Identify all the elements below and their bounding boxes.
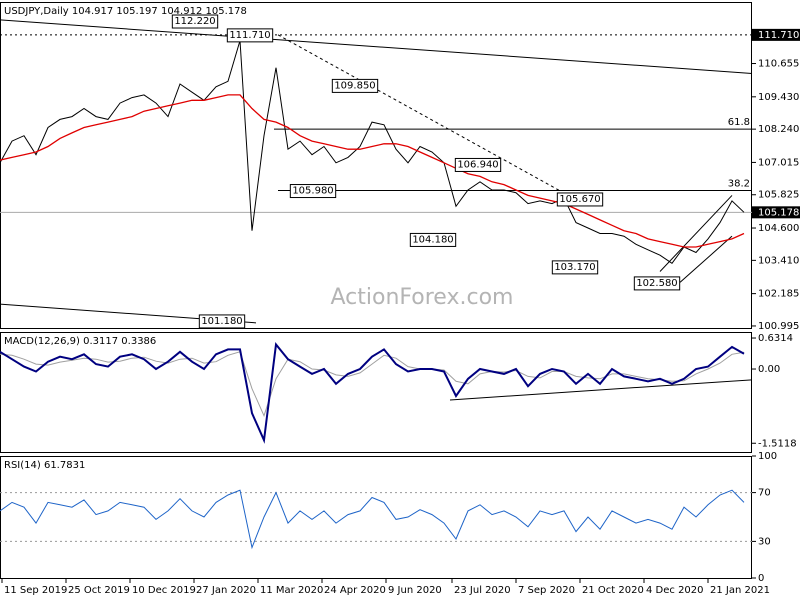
annotation-label: 105.980 [292, 186, 333, 197]
panel-frame [0, 2, 752, 329]
annotation-label: 105.670 [559, 194, 600, 205]
y-tick-label: 105.825 [758, 190, 799, 201]
y-tick-label: -1.5118 [758, 438, 797, 449]
price-tag-label: 111.710 [758, 30, 799, 41]
level-label: 61.8 [728, 117, 750, 128]
price-tag [752, 206, 800, 219]
x-tick-label: 9 Jun 2020 [388, 585, 442, 596]
x-tick-label: 23 Jul 2020 [454, 585, 511, 596]
y-tick-label: 102.185 [758, 289, 799, 300]
price-annotation: 103.170 [551, 260, 599, 275]
x-tick-label: 27 Jan 2020 [196, 585, 256, 596]
price-tag-label: 105.178 [758, 207, 799, 218]
annotation-box [331, 78, 379, 93]
annotation-box [171, 14, 219, 29]
y-tick-label: 0.00 [758, 364, 780, 375]
price-annotation: 101.180 [198, 314, 246, 329]
y-tick-label: 30 [758, 536, 771, 547]
x-tick-label: 11 Mar 2020 [260, 585, 323, 596]
annotation-label: 102.580 [636, 278, 677, 289]
annotation-label: 106.940 [457, 159, 498, 170]
annotation-label: 101.180 [201, 316, 242, 327]
y-tick-label: 107.015 [758, 157, 799, 168]
price-annotation: 104.180 [409, 232, 457, 247]
y-tick-label: 110.655 [758, 59, 799, 70]
annotation-label: 104.180 [412, 234, 453, 245]
price-annotation: 105.980 [289, 184, 337, 199]
series-line [0, 342, 745, 444]
price-annotation: 112.220 [171, 14, 219, 29]
price-annotation: 102.580 [633, 276, 681, 291]
series-line [0, 94, 745, 248]
y-tick-label: 100.995 [758, 321, 799, 332]
panel-frame [0, 332, 752, 453]
annotation-box [454, 157, 502, 172]
series-line [0, 40, 745, 264]
annotation-label: 112.220 [174, 16, 215, 27]
trend-line [679, 235, 733, 283]
annotation-box [409, 232, 457, 247]
price-tag [752, 28, 800, 41]
watermark: ActionForex.com [331, 285, 514, 310]
y-tick-label: 103.410 [758, 255, 799, 266]
y-tick-label: 109.430 [758, 92, 799, 103]
price-annotation: 111.710 [226, 28, 274, 43]
annotation-box [198, 314, 246, 329]
panel-title: RSI(14) 61.7831 [4, 460, 85, 471]
y-tick-label: 70 [758, 488, 771, 499]
x-tick-label: 10 Dec 2019 [132, 585, 196, 596]
price-annotation: 109.850 [331, 78, 379, 93]
x-tick-label: 21 Jan 2021 [710, 585, 770, 596]
annotation-box [226, 28, 274, 43]
trend-line [0, 19, 753, 74]
panel-frame [0, 456, 752, 579]
annotation-box [289, 184, 337, 199]
x-tick-label: 4 Dec 2020 [646, 585, 704, 596]
y-tick-label: 0 [758, 573, 764, 584]
y-tick-label: 108.240 [758, 124, 799, 135]
price-annotation: 106.940 [454, 157, 502, 172]
annotation-box [633, 276, 681, 291]
x-tick-label: 24 Apr 2020 [324, 585, 386, 596]
y-tick-label: 0.6314 [758, 333, 793, 344]
x-tick-label: 11 Sep 2019 [4, 585, 67, 596]
annotation-label: 111.710 [229, 30, 270, 41]
annotation-label: 109.850 [334, 80, 375, 91]
annotation-box [551, 260, 599, 275]
x-tick-label: 7 Sep 2020 [518, 585, 575, 596]
panel-title: USDJPY,Daily 104.917 105.197 104.912 105… [4, 6, 247, 17]
annotation-box [556, 192, 604, 207]
y-tick-label: 104.600 [758, 223, 799, 234]
series-line [0, 489, 745, 550]
trend-line [659, 195, 733, 272]
panel-title: MACD(12,26,9) 0.3117 0.3386 [4, 336, 156, 347]
price-annotation: 105.670 [556, 192, 604, 207]
level-label: 38.2 [728, 179, 750, 190]
y-tick-label: 100 [758, 451, 777, 462]
x-tick-label: 25 Oct 2019 [68, 585, 130, 596]
annotation-label: 103.170 [554, 262, 595, 273]
trend-line [449, 379, 753, 401]
x-tick-label: 21 Oct 2020 [582, 585, 644, 596]
